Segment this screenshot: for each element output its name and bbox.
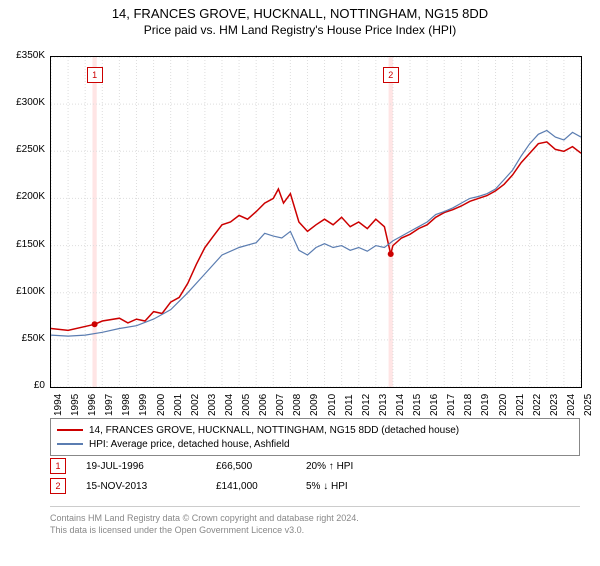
x-tick-label: 1999 [138, 394, 149, 416]
x-tick-label: 2010 [327, 394, 338, 416]
x-tick-label: 2005 [241, 394, 252, 416]
legend: 14, FRANCES GROVE, HUCKNALL, NOTTINGHAM,… [50, 418, 580, 456]
chart-area: £0£50K£100K£150K£200K£250K£300K£350K 199… [50, 56, 580, 386]
x-tick-label: 2023 [549, 394, 560, 416]
legend-swatch [57, 429, 83, 431]
x-tick-label: 2019 [480, 394, 491, 416]
x-tick-label: 2007 [275, 394, 286, 416]
x-tick-label: 2004 [224, 394, 235, 416]
legend-item: 14, FRANCES GROVE, HUCKNALL, NOTTINGHAM,… [57, 423, 573, 437]
y-tick-label: £250K [0, 144, 45, 155]
footer-line-2: This data is licensed under the Open Gov… [50, 525, 580, 537]
y-tick-label: £200K [0, 191, 45, 202]
legend-item: HPI: Average price, detached house, Ashf… [57, 437, 573, 451]
event-date: 19-JUL-1996 [86, 461, 216, 472]
x-tick-label: 1996 [87, 394, 98, 416]
x-tick-label: 2016 [429, 394, 440, 416]
x-tick-label: 2012 [361, 394, 372, 416]
x-tick-label: 2020 [498, 394, 509, 416]
x-tick-label: 2022 [532, 394, 543, 416]
y-tick-label: £0 [0, 380, 45, 391]
chart-title: 14, FRANCES GROVE, HUCKNALL, NOTTINGHAM,… [0, 6, 600, 21]
x-tick-label: 2014 [395, 394, 406, 416]
event-price: £141,000 [216, 481, 306, 492]
y-tick-label: £150K [0, 239, 45, 250]
event-table: 1 19-JUL-1996£66,50020% ↑ HPI 2 15-NOV-2013… [50, 458, 580, 498]
x-tick-label: 1997 [104, 394, 115, 416]
x-tick-label: 2024 [566, 394, 577, 416]
event-row: 1 19-JUL-1996£66,50020% ↑ HPI [50, 458, 580, 474]
footer-attribution: Contains HM Land Registry data © Crown c… [50, 506, 580, 536]
chart-plot [50, 56, 582, 388]
x-tick-label: 2006 [258, 394, 269, 416]
footer-line-1: Contains HM Land Registry data © Crown c… [50, 513, 580, 525]
x-tick-label: 2011 [344, 394, 355, 416]
x-tick-label: 2013 [378, 394, 389, 416]
x-tick-label: 1994 [53, 394, 64, 416]
y-tick-label: £350K [0, 50, 45, 61]
event-diff: 5% ↓ HPI [306, 481, 396, 492]
y-tick-label: £50K [0, 333, 45, 344]
x-tick-label: 2002 [190, 394, 201, 416]
x-tick-label: 2003 [207, 394, 218, 416]
x-tick-label: 2000 [156, 394, 167, 416]
event-date: 15-NOV-2013 [86, 481, 216, 492]
x-tick-label: 2017 [446, 394, 457, 416]
x-tick-label: 2018 [463, 394, 474, 416]
x-tick-label: 2015 [412, 394, 423, 416]
chart-subtitle: Price paid vs. HM Land Registry's House … [0, 23, 600, 37]
x-tick-label: 2008 [292, 394, 303, 416]
event-price: £66,500 [216, 461, 306, 472]
event-row: 2 15-NOV-2013£141,0005% ↓ HPI [50, 478, 580, 494]
x-tick-label: 2009 [309, 394, 320, 416]
legend-label: 14, FRANCES GROVE, HUCKNALL, NOTTINGHAM,… [89, 425, 459, 436]
event-marker-1: 1 [87, 67, 103, 83]
legend-label: HPI: Average price, detached house, Ashf… [89, 439, 290, 450]
legend-swatch [57, 443, 83, 445]
x-tick-label: 2025 [583, 394, 594, 416]
y-tick-label: £300K [0, 97, 45, 108]
y-tick-label: £100K [0, 286, 45, 297]
event-marker-box: 1 [50, 458, 66, 474]
event-diff: 20% ↑ HPI [306, 461, 396, 472]
x-tick-label: 2001 [173, 394, 184, 416]
x-tick-label: 2021 [515, 394, 526, 416]
x-tick-label: 1995 [70, 394, 81, 416]
x-tick-label: 1998 [121, 394, 132, 416]
event-marker-box: 2 [50, 478, 66, 494]
event-marker-2: 2 [383, 67, 399, 83]
